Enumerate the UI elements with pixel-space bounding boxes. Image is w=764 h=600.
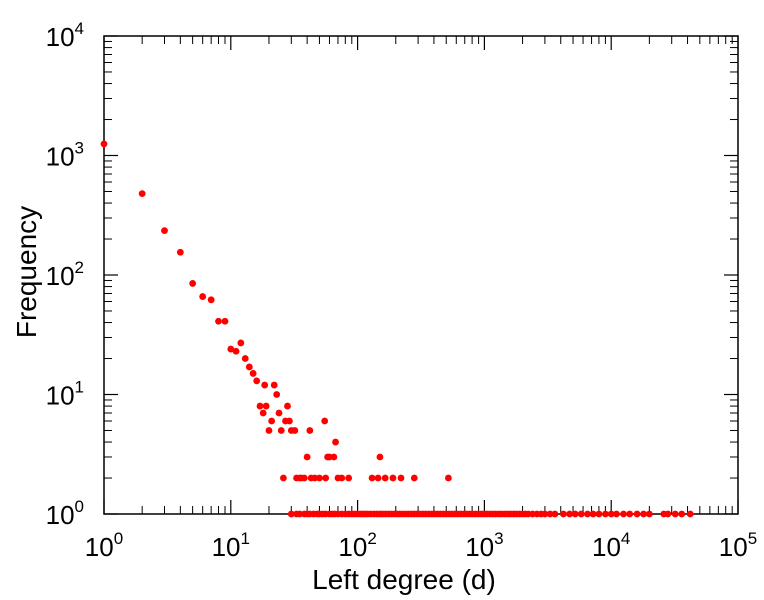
data-point [138, 190, 146, 197]
x-tick-label: 102 [338, 529, 376, 562]
data-points [100, 140, 694, 518]
data-point [284, 402, 291, 410]
y-tick-labels: 100 101 102 103 104 [46, 19, 84, 530]
data-point [189, 280, 197, 287]
data-point [306, 427, 314, 434]
data-point [678, 510, 686, 518]
plot-frame [103, 35, 739, 515]
data-point [381, 474, 389, 482]
data-point [374, 474, 382, 482]
data-point [664, 510, 672, 518]
data-point [444, 474, 452, 482]
data-point [253, 377, 261, 385]
data-point [633, 510, 641, 518]
data-point [577, 510, 585, 518]
data-point [207, 296, 215, 304]
data-point [566, 510, 574, 518]
x-tick-label: 100 [85, 529, 123, 562]
y-tick-label: 103 [46, 139, 84, 172]
data-point [620, 510, 627, 518]
data-point [256, 402, 264, 410]
major-ticks [103, 35, 739, 515]
y-axis-title: Frequency [11, 206, 42, 338]
data-point [287, 510, 295, 518]
data-point [376, 453, 384, 461]
data-point [584, 510, 591, 518]
data-point [645, 510, 653, 518]
data-point [291, 427, 299, 434]
x-tick-label: 105 [719, 529, 757, 562]
data-point [560, 510, 567, 518]
data-point [268, 417, 276, 425]
data-point [541, 510, 549, 518]
data-point [589, 510, 597, 518]
y-tick-label: 104 [46, 19, 84, 52]
data-point [277, 427, 285, 434]
data-point [273, 391, 281, 398]
data-point [161, 227, 168, 235]
data-point [275, 409, 283, 417]
data-point [300, 474, 308, 482]
y-tick-label: 100 [46, 497, 84, 530]
x-tick-label: 101 [212, 529, 250, 562]
data-point [280, 474, 287, 482]
data-point [237, 339, 245, 347]
data-point [397, 474, 405, 482]
data-point [316, 474, 323, 482]
x-tick-label: 104 [592, 529, 630, 562]
data-point [199, 293, 207, 300]
data-point [626, 510, 634, 518]
x-tick-label: 103 [465, 529, 503, 562]
data-point [265, 427, 273, 434]
data-point [551, 510, 559, 518]
x-axis-title: Left degree (d) [312, 564, 496, 595]
data-point [671, 510, 679, 518]
data-point [261, 381, 269, 389]
data-point [640, 510, 647, 518]
data-point [286, 417, 293, 425]
data-point [249, 370, 257, 377]
y-tick-label: 101 [46, 378, 84, 411]
data-point [332, 438, 339, 446]
data-point [303, 453, 311, 461]
data-point [368, 474, 376, 482]
data-point [607, 510, 615, 518]
minor-ticks [104, 36, 738, 514]
x-tick-labels: 100 101 102 103 104 105 [85, 529, 757, 562]
data-point [338, 474, 346, 482]
data-point [100, 140, 108, 148]
data-point [262, 402, 270, 410]
data-point [232, 347, 240, 355]
data-point [686, 510, 694, 518]
data-point [245, 363, 253, 371]
data-point [176, 248, 184, 256]
data-point [345, 474, 353, 482]
data-point [270, 381, 278, 389]
data-point [595, 510, 603, 518]
data-point [221, 317, 229, 325]
data-point [389, 474, 397, 482]
data-point [322, 474, 330, 482]
data-point [241, 355, 249, 362]
data-point [546, 510, 554, 518]
data-point [330, 453, 338, 461]
data-point [321, 417, 329, 425]
y-tick-label: 102 [46, 258, 84, 291]
data-point [227, 345, 235, 353]
data-point [613, 510, 620, 518]
data-point [571, 510, 579, 518]
data-point [215, 317, 222, 325]
data-point [259, 409, 267, 417]
data-point [410, 474, 418, 482]
data-point [601, 510, 609, 518]
